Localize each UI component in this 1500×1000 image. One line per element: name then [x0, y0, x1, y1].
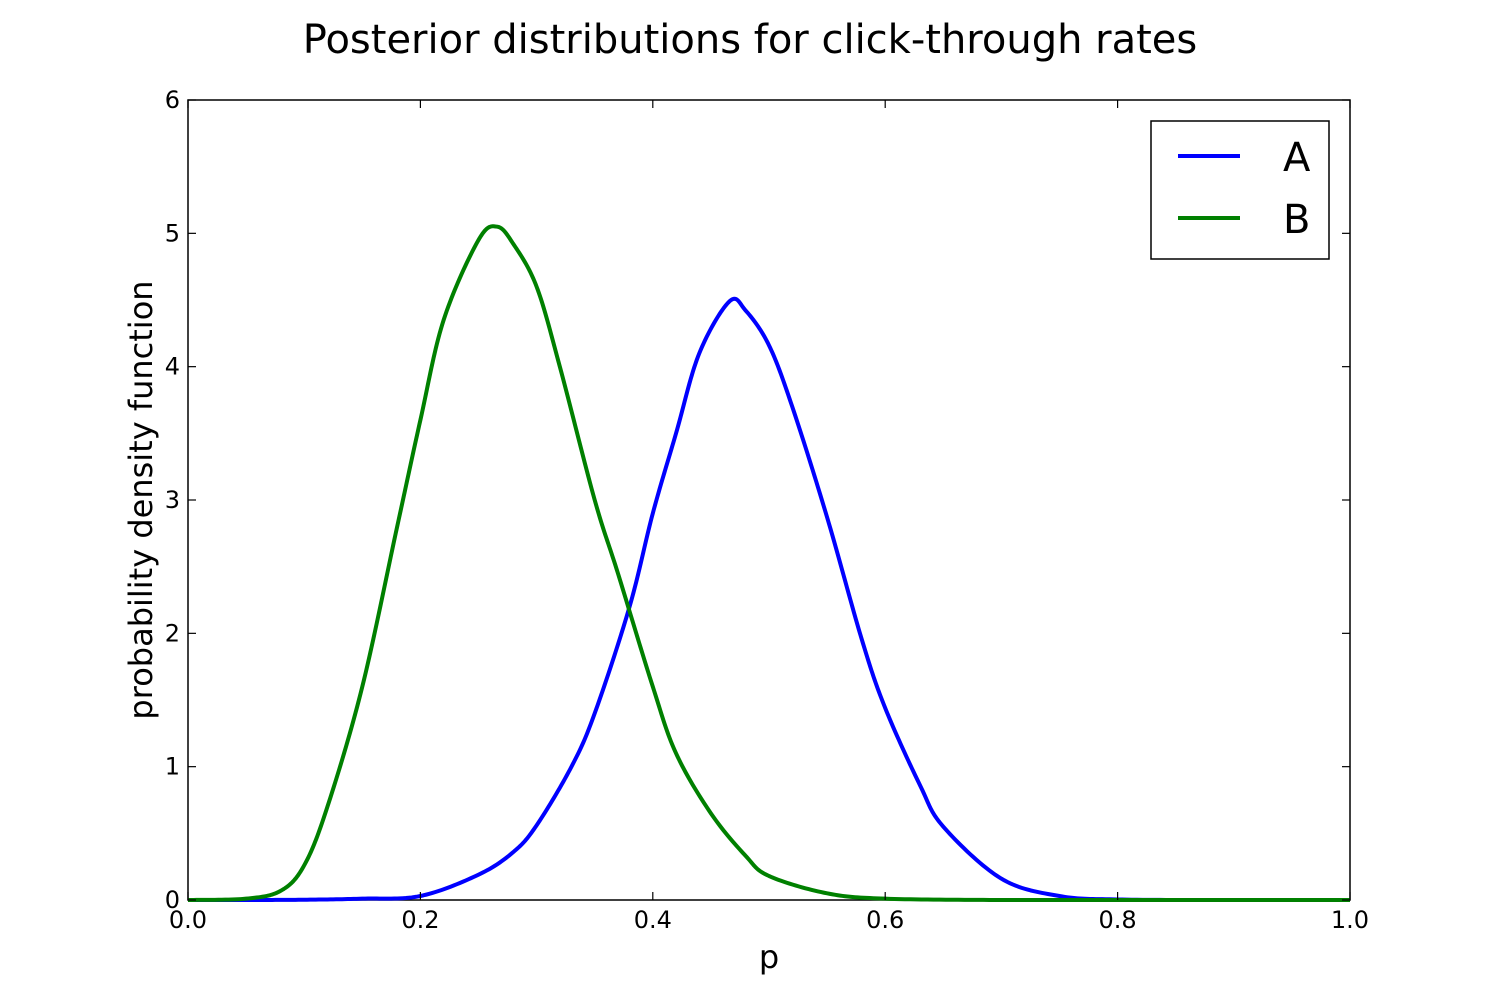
x-tick-label: 0.6	[866, 906, 904, 934]
x-tick-label: 0.0	[169, 906, 207, 934]
legend: A B	[1150, 120, 1330, 260]
series-line-a	[187, 296, 1350, 902]
series-layer	[187, 224, 1350, 902]
series-line-b	[187, 224, 1350, 902]
chart-title: Posterior distributions for click-throug…	[303, 17, 1198, 63]
y-tick-label: 0	[165, 886, 180, 914]
legend-box	[1150, 120, 1330, 260]
x-axis-label: p	[759, 938, 779, 976]
x-tick-label: 0.4	[634, 906, 672, 934]
legend-label-a: A	[1283, 135, 1311, 181]
y-axis-label: probability density function	[122, 280, 160, 719]
y-tick-label: 3	[165, 486, 180, 514]
tick-layer: 0.0 0.2 0.4 0.6 0.8 1.0 0 1 2 3 4 5 6	[165, 86, 1369, 934]
y-tick-label: 6	[165, 86, 180, 114]
y-tick-label: 4	[165, 353, 180, 381]
legend-label-b: B	[1283, 197, 1310, 243]
y-tick-label: 5	[165, 219, 180, 247]
x-tick-label: 0.8	[1099, 906, 1137, 934]
x-tick-label: 1.0	[1331, 906, 1369, 934]
y-tick-label: 2	[165, 619, 180, 647]
y-tick-label: 1	[165, 753, 180, 781]
x-tick-label: 0.2	[401, 906, 439, 934]
